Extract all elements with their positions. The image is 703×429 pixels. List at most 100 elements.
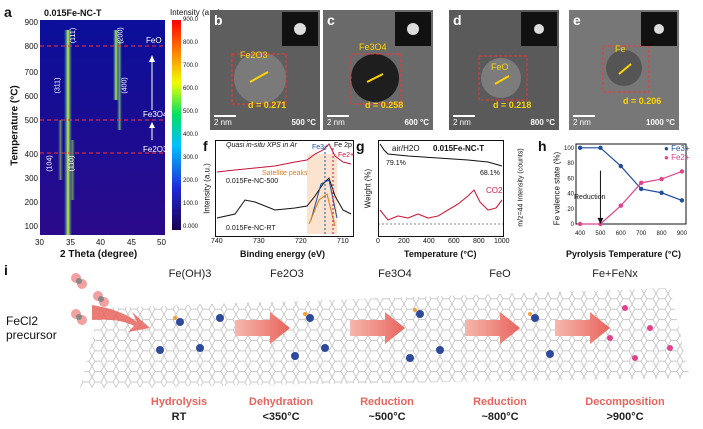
xps-line-rt xyxy=(216,177,352,219)
stage-feo: FeO xyxy=(489,268,511,280)
y-tick-label: 60 xyxy=(567,176,574,182)
tem-image-b: b Fe2O3 d = 0.271 2 nm 500 °C xyxy=(210,10,320,130)
colorbar-ticks: 900.0 800.0 700.0 600.0 500.0 400.0 300.… xyxy=(183,17,199,230)
tga-ann2: 68.1% xyxy=(480,170,500,177)
xps-series-top: 0.015Fe-NC-500 xyxy=(226,178,279,185)
tga-co2-line xyxy=(379,189,503,221)
xps-fe3: Fe3+ xyxy=(312,144,329,151)
panel-b-temp: 500 °C xyxy=(291,118,316,127)
xrd-heatmap xyxy=(40,20,165,235)
panel-e-label: e xyxy=(573,12,581,28)
point-fe3-400 xyxy=(577,145,583,151)
panel-e-d-spacing: d = 0.206 xyxy=(623,96,662,106)
y-tick-label: 20 xyxy=(567,207,574,213)
step-reduction-1-temp: ~500°C xyxy=(368,411,406,423)
point-fe2-500 xyxy=(598,221,603,227)
panel-i-label: i xyxy=(4,262,8,278)
peak-label-311: (311) xyxy=(54,77,62,94)
xps-xlabel: Binding energy (eV) xyxy=(240,249,326,259)
heatmap-peak-110 xyxy=(70,140,75,200)
arrow-hydrolysis xyxy=(92,305,150,332)
panel-b-d-spacing: d = 0.271 xyxy=(248,100,287,110)
step-decomposition-temp: >900°C xyxy=(606,411,644,423)
xps-plot xyxy=(215,140,354,237)
stage-fe-fenx: Fe+FeNx xyxy=(592,268,638,280)
step-dehydration-name: Dehydration xyxy=(248,396,314,408)
stage-feoh3: Fe(OH)3 xyxy=(168,268,212,280)
graphene-sheet xyxy=(80,288,690,388)
x-tick-label: 700 xyxy=(636,231,647,237)
phase-label-feo: FeO xyxy=(146,36,162,45)
xps-satellite: Satellite peaks xyxy=(262,170,308,177)
tga-xlabel: Temperature (°C) xyxy=(404,249,477,259)
heatmap-peak-311 xyxy=(64,30,72,235)
xps-series-bottom: 0.015Fe-NC-RT xyxy=(226,225,276,232)
particles-feo xyxy=(531,314,554,358)
phase-label-fe2o3: Fe2O3 xyxy=(143,145,168,154)
peak-label-111: (111) xyxy=(70,27,78,44)
tga-weight-line xyxy=(379,143,503,167)
valence-legend: ● Fe3+ ● Fe2+ xyxy=(664,144,690,162)
point-fe2-900 xyxy=(679,169,685,174)
arrow-decomposition xyxy=(555,312,610,344)
point-fe3-600 xyxy=(618,163,624,169)
valence-ylabel: Fe valence state (%) xyxy=(552,151,562,226)
panel-a-xlabel: 2 Theta (degree) xyxy=(60,249,138,260)
panel-c-d-spacing: d = 0.258 xyxy=(365,100,404,110)
tem-image-e: e Fe d = 0.206 2 nm 1000 °C xyxy=(569,10,679,130)
panel-c-label: c xyxy=(327,12,335,28)
step-reduction-1-name: Reduction xyxy=(360,396,414,408)
fecl2-molecules xyxy=(71,273,109,325)
particles-fe2o3 xyxy=(291,314,329,360)
xps-ylabel: Intensity (a.u.) xyxy=(202,163,212,214)
xps-fe2: Fe2+ xyxy=(338,152,355,159)
y-tick-label: 80 xyxy=(567,161,574,167)
xps-line-500 xyxy=(216,143,352,173)
panel-d-temp: 800 °C xyxy=(530,118,555,127)
heatmap-peak-104 xyxy=(58,120,63,180)
x-tick-label: 800 xyxy=(657,231,668,237)
tga-sample: 0.015Fe-NC-T xyxy=(433,144,485,153)
point-fe2-700 xyxy=(638,180,644,186)
stage-fe2o3: Fe2O3 xyxy=(270,268,304,280)
x-tick-label: 500 xyxy=(595,231,606,237)
panel-c-temp: 600 °C xyxy=(404,118,429,127)
panel-d-d-spacing: d = 0.218 xyxy=(493,100,532,110)
panel-a-yticks: 100 200 300 400 500 600 700 800 900 xyxy=(24,18,38,231)
panel-c-scale: 2 nm xyxy=(327,118,345,127)
point-fe2-400 xyxy=(577,221,583,227)
tga-ann1: 79.1% xyxy=(386,160,406,167)
valence-plot-frame xyxy=(575,143,687,225)
xps-title: Quasi in-situ XPS in Ar xyxy=(226,142,297,149)
valence-xlabel: Pyrolysis Temperature (°C) xyxy=(566,249,681,259)
panel-g-label: g xyxy=(356,138,365,154)
panel-e-temp: 1000 °C xyxy=(646,118,675,127)
colorbar xyxy=(172,20,181,230)
panel-c-phase: Fe3O4 xyxy=(359,42,387,52)
step-decomposition-name: Decomposition xyxy=(585,396,665,408)
panel-b-phase: Fe2O3 xyxy=(240,50,268,60)
step-hydrolysis-temp: RT xyxy=(171,411,187,423)
panel-e-scale: 2 nm xyxy=(573,118,591,127)
step-dehydration-temp: <350°C xyxy=(262,411,300,423)
panel-a-ylabel: Temperature (°C) xyxy=(9,85,21,166)
legend-fe3: ● Fe3+ xyxy=(664,144,690,153)
tem-image-c: c Fe3O4 d = 0.258 2 nm 600 °C xyxy=(323,10,433,130)
stage-fe3o4: Fe3O4 xyxy=(378,268,412,280)
panel-f-label: f xyxy=(203,138,208,154)
valence-chart: 400 500 600 700 800 900 0 20 40 60 80 100 xyxy=(564,143,688,237)
tga-ylabel-left: Weight (%) xyxy=(363,168,373,209)
tga-plot xyxy=(378,140,504,237)
arrow-dehydration xyxy=(235,312,290,344)
xps-fe2p: Fe 2p xyxy=(334,142,352,149)
x-tick-label: 400 xyxy=(575,231,586,237)
tga-atmos: air/H2O xyxy=(392,144,420,153)
y-tick-label: 40 xyxy=(567,192,574,198)
x-tick-label: 900 xyxy=(677,231,688,237)
peak-label-104: (104) xyxy=(46,155,54,172)
point-fe3-700 xyxy=(638,186,644,192)
panel-d-label: d xyxy=(453,12,462,28)
panel-d-phase: FeO xyxy=(491,62,509,72)
point-fe3-500 xyxy=(598,145,603,151)
arrow-reduction-1 xyxy=(350,312,405,344)
